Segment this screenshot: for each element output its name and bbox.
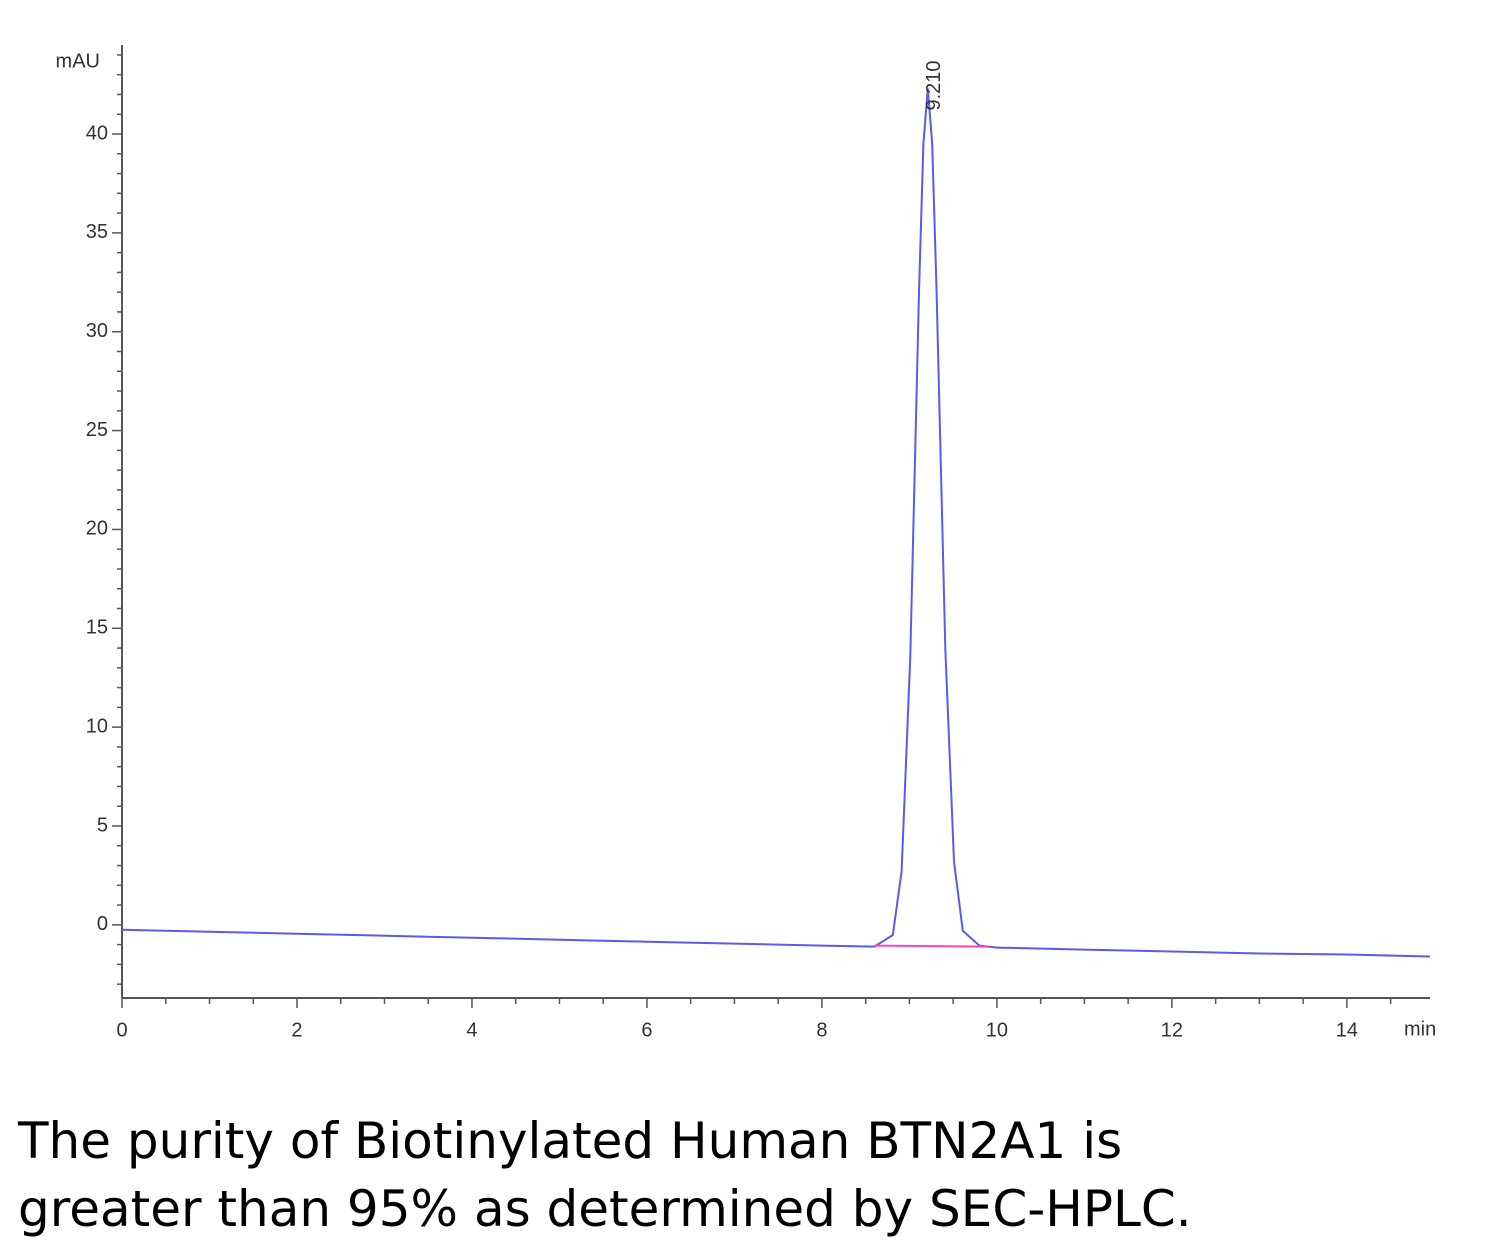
x-tick-label: 6: [641, 1019, 652, 1041]
y-tick-label: 40: [86, 122, 108, 144]
x-tick-label: 12: [1161, 1019, 1183, 1041]
y-tick-label: 5: [97, 814, 108, 836]
x-tick-label: 4: [466, 1019, 477, 1041]
y-tick-label: 25: [86, 419, 108, 441]
y-tick-label: 35: [86, 221, 108, 243]
x-axis-label: min: [1404, 1018, 1436, 1040]
x-tick-label: 14: [1336, 1019, 1358, 1041]
x-tick-label: 8: [816, 1019, 827, 1041]
series-line: [121, 88, 1431, 958]
y-tick-label: 30: [86, 320, 108, 342]
caption: The purity of Biotinylated Human BTN2A1 …: [17, 1112, 1122, 1170]
caption: greater than 95% as determined by SEC-HP…: [18, 1180, 1192, 1238]
y-tick-label: 15: [86, 617, 108, 639]
series-line: [874, 944, 989, 948]
x-tick-label: 2: [291, 1019, 302, 1041]
x-tick-label: 10: [986, 1019, 1008, 1041]
peak-annotation: 9.210: [923, 60, 945, 110]
y-tick-label: 0: [97, 913, 108, 935]
y-axis-label: mAU: [56, 50, 100, 72]
y-tick-label: 20: [86, 518, 108, 540]
x-tick-label: 0: [116, 1019, 127, 1041]
y-tick-label: 10: [86, 715, 108, 737]
